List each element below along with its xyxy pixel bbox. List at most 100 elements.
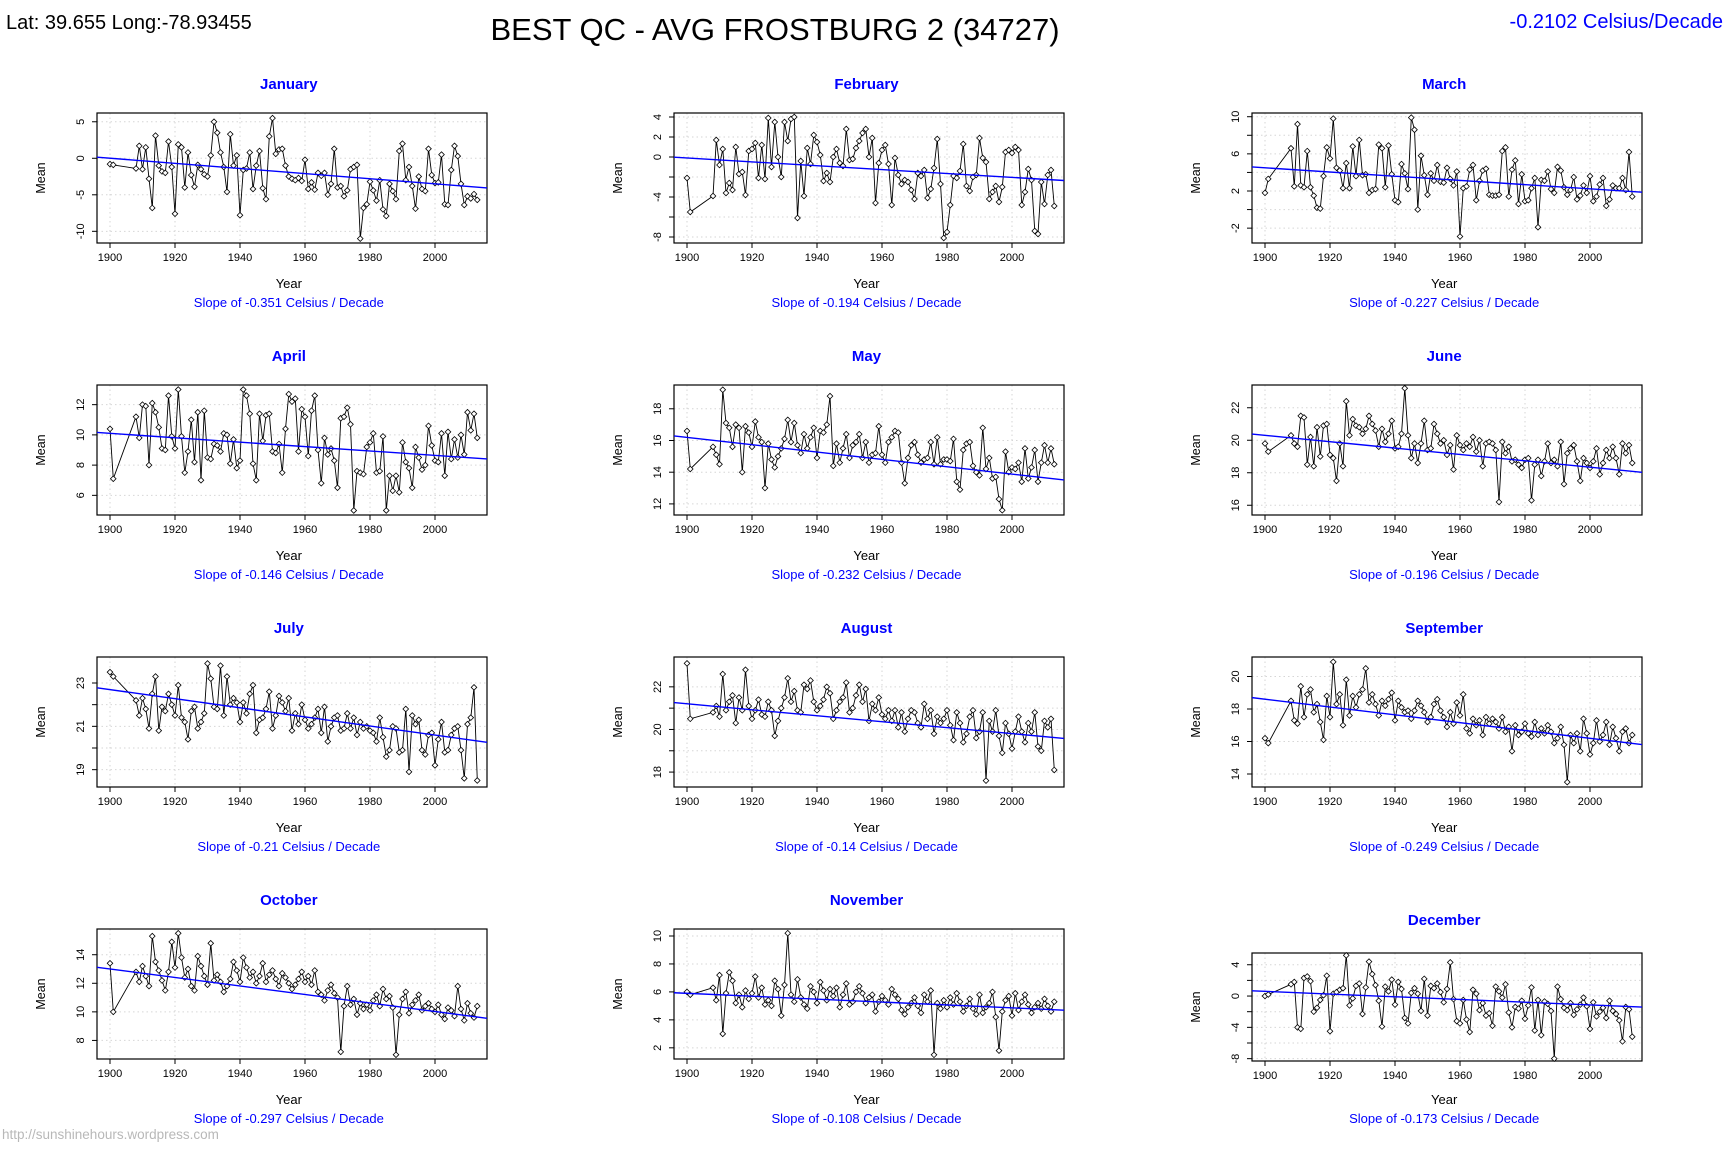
svg-text:1980: 1980	[935, 252, 959, 264]
slope-annotation-april: Slope of -0.146 Celsius / Decade	[193, 567, 384, 582]
y-axis-label: Mean	[34, 706, 48, 737]
chart-panel-march: March 1900 1920 1940 1960 1980 2000 10 6 2 -2 Mean…	[1155, 58, 1733, 330]
svg-text:1980: 1980	[1513, 796, 1537, 808]
x-axis-ticks: 1900 1920 1940 1960 1980 2000	[675, 515, 1025, 536]
x-axis-label-january: Year	[275, 276, 302, 291]
trend-line	[1252, 696, 1643, 746]
svg-text:22: 22	[652, 681, 664, 693]
grid-lines	[674, 113, 1065, 243]
trend-line	[96, 687, 487, 744]
grid-lines	[96, 929, 487, 1059]
svg-text:1900: 1900	[1253, 252, 1277, 264]
svg-text:1900: 1900	[98, 524, 122, 536]
svg-text:1980: 1980	[358, 252, 382, 264]
svg-text:1920: 1920	[1318, 252, 1342, 264]
plot-frame	[1251, 952, 1643, 1062]
chart-title-january: January	[260, 76, 318, 93]
chart-title-december: December	[1407, 912, 1481, 929]
svg-text:2000: 2000	[423, 1068, 447, 1080]
svg-text:20: 20	[1230, 670, 1242, 682]
x-axis-label-april: Year	[275, 548, 302, 563]
svg-text:1940: 1940	[228, 1068, 252, 1080]
grid-lines	[1252, 657, 1643, 787]
svg-text:8: 8	[652, 961, 664, 967]
svg-text:18: 18	[1230, 467, 1242, 479]
y-axis-ticks: 4 0 -4 -8	[1230, 962, 1253, 1064]
data-point-markers	[684, 113, 1059, 242]
svg-text:18: 18	[652, 766, 664, 778]
chart-panel-november: November 1900 1920 1940 1960 1980 2000 10 8 6 4 2 M…	[578, 874, 1156, 1146]
x-axis-ticks: 1900 1920 1940 1960 1980 2000	[1253, 787, 1602, 808]
svg-text:1940: 1940	[805, 252, 829, 264]
data-point-markers	[684, 929, 1059, 1059]
trend-line	[1252, 166, 1643, 193]
charts-grid: January 1900 1920 1940 1960 1980 2000 5 0 -5 -10 M…	[0, 58, 1733, 1146]
svg-text:1920: 1920	[740, 524, 764, 536]
svg-text:20: 20	[652, 723, 664, 735]
svg-text:1920: 1920	[1318, 1070, 1342, 1082]
svg-text:1960: 1960	[293, 796, 317, 808]
svg-text:23: 23	[75, 677, 87, 689]
slope-annotation-october: Slope of -0.297 Celsius / Decade	[193, 1111, 384, 1126]
svg-text:-4: -4	[652, 192, 664, 202]
svg-text:1900: 1900	[1253, 1070, 1277, 1082]
chart-title-february: February	[834, 76, 899, 93]
chart-canvas-september: 1900 1920 1940 1960 1980 2000 20 18 16 14 Mean	[1189, 656, 1643, 808]
svg-text:1900: 1900	[675, 524, 699, 536]
y-axis-ticks: 14 12 10 8	[75, 949, 97, 1043]
chart-title-july: July	[273, 620, 304, 637]
trend-line	[1252, 433, 1643, 473]
svg-text:1960: 1960	[293, 524, 317, 536]
data-point-markers	[1261, 384, 1636, 506]
svg-text:1920: 1920	[163, 796, 187, 808]
x-axis-ticks: 1900 1920 1940 1960 1980 2000	[98, 243, 447, 264]
x-axis-ticks: 1900 1920 1940 1960 1980 2000	[675, 243, 1025, 264]
slope-annotation-july: Slope of -0.21 Celsius / Decade	[197, 839, 381, 854]
trend-line	[1252, 990, 1643, 1008]
plot-frame	[673, 384, 1066, 516]
chart-panel-april: April 1900 1920 1940 1960 1980 2000 12 10 8 6 Mean…	[0, 330, 578, 602]
chart-canvas-december: 1900 1920 1940 1960 1980 2000 4 0 -4 -8 Mean	[1189, 951, 1643, 1082]
svg-text:1920: 1920	[740, 796, 764, 808]
y-axis-label: Mean	[1189, 434, 1203, 465]
svg-text:1980: 1980	[1513, 1070, 1537, 1082]
svg-text:2000: 2000	[423, 252, 447, 264]
y-axis-label: Mean	[1189, 991, 1203, 1022]
x-axis-label-december: Year	[1431, 1092, 1458, 1107]
grid-lines	[1252, 385, 1643, 515]
plot-frame	[673, 928, 1066, 1060]
chart-panel-may: May 1900 1920 1940 1960 1980 2000 18 16 14 12 Mean…	[578, 330, 1156, 602]
svg-text:14: 14	[652, 466, 664, 478]
y-axis-ticks: 22 20 18 16	[1230, 402, 1253, 511]
y-axis-label: Mean	[34, 434, 48, 465]
svg-text:1940: 1940	[805, 796, 829, 808]
svg-text:1920: 1920	[163, 1068, 187, 1080]
data-point-markers	[106, 114, 481, 242]
svg-text:2000: 2000	[1578, 252, 1602, 264]
overall-trend-value: -0.2102 Celsius/Decade	[1509, 11, 1723, 33]
svg-text:8: 8	[75, 462, 87, 468]
svg-text:-10: -10	[75, 223, 87, 239]
svg-text:1900: 1900	[1253, 524, 1277, 536]
svg-text:-4: -4	[1230, 1022, 1242, 1032]
y-axis-ticks: 20 18 16 14	[1230, 670, 1253, 780]
chart-panel-october: October 1900 1920 1940 1960 1980 2000 14 12 10 8 M…	[0, 874, 578, 1146]
svg-text:0: 0	[652, 154, 664, 160]
svg-text:2000: 2000	[1000, 524, 1024, 536]
x-axis-ticks: 1900 1920 1940 1960 1980 2000	[1253, 515, 1602, 536]
svg-text:2: 2	[652, 1045, 664, 1051]
svg-text:-8: -8	[1230, 1054, 1242, 1064]
y-axis-ticks: 5 0 -5 -10	[75, 119, 97, 239]
plot-frame	[1251, 656, 1643, 788]
y-axis-label: Mean	[34, 978, 48, 1009]
svg-text:1940: 1940	[805, 524, 829, 536]
y-axis-ticks: 23 21 19	[75, 677, 97, 776]
data-series-line	[109, 933, 478, 1055]
chart-canvas-may: 1900 1920 1940 1960 1980 2000 18 16 14 12 Mean	[611, 384, 1066, 536]
slope-annotation-january: Slope of -0.351 Celsius / Decade	[193, 295, 384, 310]
svg-text:2: 2	[652, 134, 664, 140]
plot-frame	[673, 656, 1066, 788]
svg-text:1940: 1940	[228, 796, 252, 808]
y-axis-label: Mean	[611, 706, 625, 737]
svg-text:16: 16	[1230, 735, 1242, 747]
